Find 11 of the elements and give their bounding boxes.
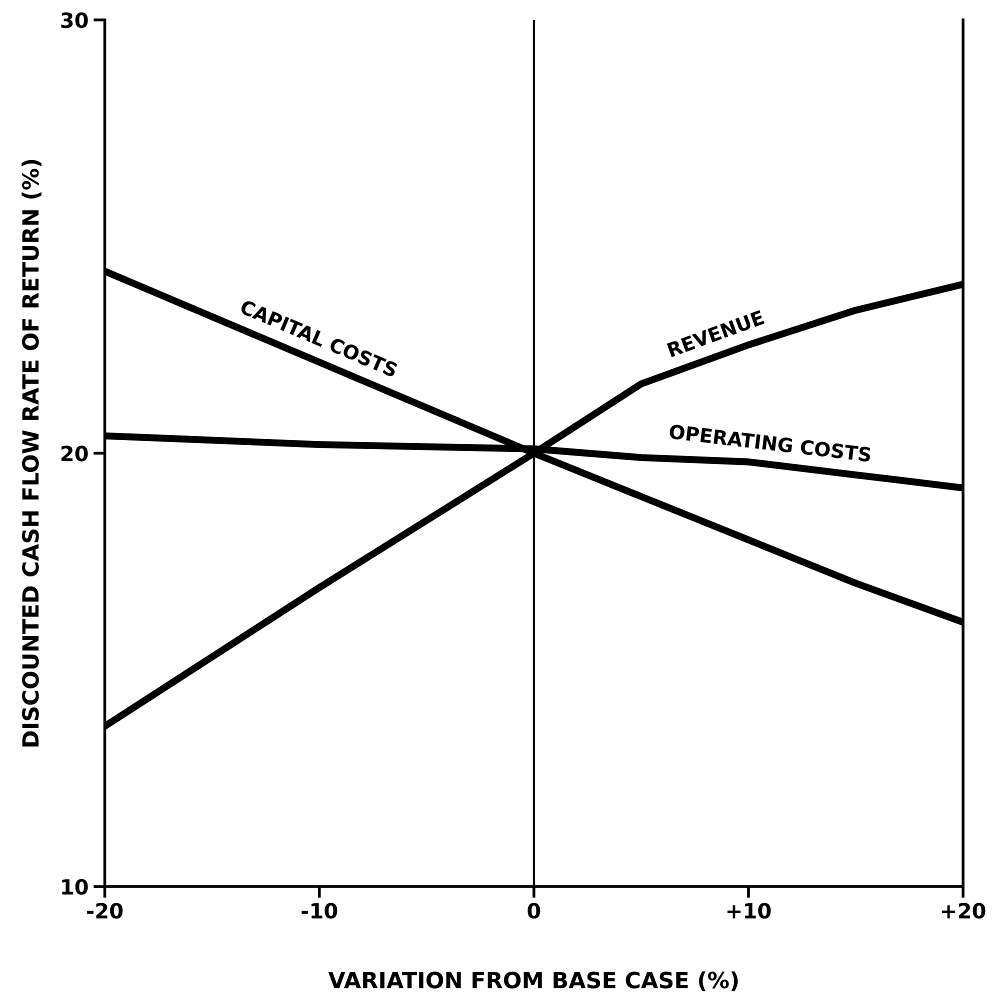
- y-tick-label: 20: [61, 446, 88, 462]
- x-axis-title: VARIATION FROM BASE CASE (%): [328, 971, 738, 992]
- y-tick-label: 30: [61, 12, 88, 28]
- y-axis-title: DISCOUNTED CASH FLOW RATE OF RETURN (%): [22, 160, 42, 746]
- x-tick-label: -10: [302, 902, 338, 919]
- y-tick-label: 10: [62, 879, 88, 895]
- x-tick-label: 0: [528, 902, 540, 919]
- x-tick-label: +10: [727, 902, 771, 919]
- x-tick-label: -20: [87, 902, 123, 919]
- annotation: OPERATING COSTS: [668, 424, 872, 462]
- x-tick-label: +20: [942, 902, 986, 919]
